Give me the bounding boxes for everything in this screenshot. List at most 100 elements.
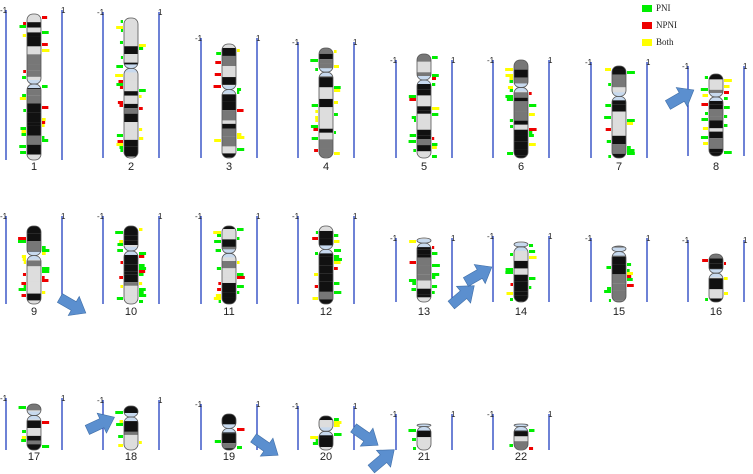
cnv-segment	[18, 237, 26, 240]
cnv-segment	[529, 113, 535, 116]
cnv-segment	[139, 47, 144, 50]
tick-label-plus: 1	[451, 56, 456, 65]
chromosome-bands	[124, 226, 138, 305]
cnv-segment	[22, 76, 26, 79]
chromosome-bands	[222, 414, 236, 450]
cnv-segment	[334, 433, 342, 436]
tick-label-plus: 1	[743, 236, 748, 245]
cnv-segment	[22, 258, 26, 261]
chromosome-bands	[514, 60, 528, 158]
cnv-segment	[408, 279, 416, 282]
cnv-segment	[627, 275, 632, 278]
cnv-segment	[704, 112, 708, 115]
cnv-segment	[42, 16, 48, 19]
chromosome-outline	[123, 250, 139, 305]
cnv-segment	[529, 131, 533, 134]
cnv-segment	[334, 424, 340, 427]
chromosome-outline	[26, 83, 42, 161]
chromosome-panel-22: -1 1 22	[487, 410, 553, 463]
chromosome-panel-14: -1 1 14	[487, 232, 553, 318]
cnv-segment	[334, 249, 342, 252]
cnv-segment	[604, 116, 611, 119]
cnv-segment	[724, 115, 728, 118]
cnv-segment	[627, 278, 633, 281]
cnv-segment	[700, 88, 708, 91]
tick-label-plus: 1	[61, 6, 66, 15]
cnv-segment	[237, 291, 240, 294]
cnv-segment	[627, 146, 631, 149]
cnv-segment	[42, 421, 50, 424]
cnv-segment	[529, 286, 532, 289]
chromosome-panel-7: -1 1 7	[585, 58, 651, 173]
cnv-segment	[605, 104, 611, 107]
chromosome-panel-13: -1 1 13	[390, 234, 456, 318]
cnv-segment	[237, 261, 240, 264]
cnv-segment	[702, 259, 708, 262]
cnv-segment	[139, 264, 145, 267]
cnv-segment	[334, 86, 341, 89]
cnv-segment	[18, 240, 26, 243]
cnv-segment	[42, 106, 49, 109]
tick-label-minus: -1	[390, 234, 398, 243]
cnv-segment	[529, 447, 534, 450]
chromosome-number-label: 13	[418, 306, 430, 318]
tick-label-minus: -1	[682, 62, 690, 71]
cnv-segment	[310, 125, 318, 128]
cnv-segment	[724, 151, 732, 154]
cnv-segment	[432, 107, 440, 110]
cnv-segment	[119, 240, 123, 243]
cnv-segment	[237, 273, 244, 276]
cnv-segment	[334, 65, 339, 68]
cnv-segment	[21, 282, 26, 285]
cnv-segment	[119, 146, 123, 149]
tick-label-plus: 1	[353, 38, 358, 47]
cnv-segment	[627, 71, 635, 74]
chromosome-number-label: 9	[31, 306, 37, 318]
cnv-segment	[218, 300, 221, 303]
cnv-segment	[116, 83, 123, 86]
cnv-segment	[22, 94, 26, 97]
tick-label-plus: 1	[353, 212, 358, 221]
cnv-segment	[334, 291, 342, 294]
tick-label-minus: -1	[682, 236, 690, 245]
cnv-segment	[529, 134, 534, 137]
cnv-segment	[315, 439, 318, 442]
tick-label-plus: 1	[256, 34, 261, 43]
cnv-segment	[432, 264, 440, 267]
chromosome-number-label: 22	[515, 451, 527, 463]
cnv-segment	[42, 291, 46, 294]
chromosome-panel-10: -1 1 10	[97, 212, 163, 318]
cnv-segment	[408, 429, 416, 432]
cnv-segment	[139, 137, 144, 140]
cnv-segment	[607, 287, 611, 290]
legend-swatch-pni	[642, 5, 652, 12]
cnv-segment	[432, 113, 439, 116]
cnv-segment	[606, 266, 611, 269]
cnv-segment	[217, 234, 221, 237]
cnv-segment	[21, 439, 26, 442]
cnv-segment	[214, 139, 221, 142]
cnv-segment	[215, 61, 221, 64]
arrow-icon	[367, 449, 395, 474]
cnv-segment	[432, 273, 440, 276]
tick-label-plus: 1	[158, 212, 163, 221]
chromosome-panel-5: -1 1 5	[390, 53, 456, 173]
cnv-segment	[315, 116, 318, 119]
cnv-segment	[314, 149, 318, 152]
cnv-segment	[214, 240, 221, 243]
cnv-segment	[237, 91, 240, 94]
cnv-segment	[20, 127, 26, 130]
chromosome-panel-16: -1 1 16	[682, 236, 748, 318]
cnv-segment	[18, 406, 26, 409]
cnv-segment	[116, 423, 123, 426]
cnv-segment	[139, 267, 147, 270]
cnv-segment	[217, 288, 221, 291]
chromosome-outline	[611, 95, 627, 159]
chromosome-bands	[514, 424, 528, 451]
cnv-segment	[315, 68, 318, 71]
tick-label-minus: -1	[585, 234, 593, 243]
cnv-segment	[139, 255, 145, 258]
cnv-segment	[139, 270, 146, 273]
chromosome-panel-8: -1 1 8	[682, 62, 748, 173]
tick-label-minus: -1	[487, 410, 495, 419]
